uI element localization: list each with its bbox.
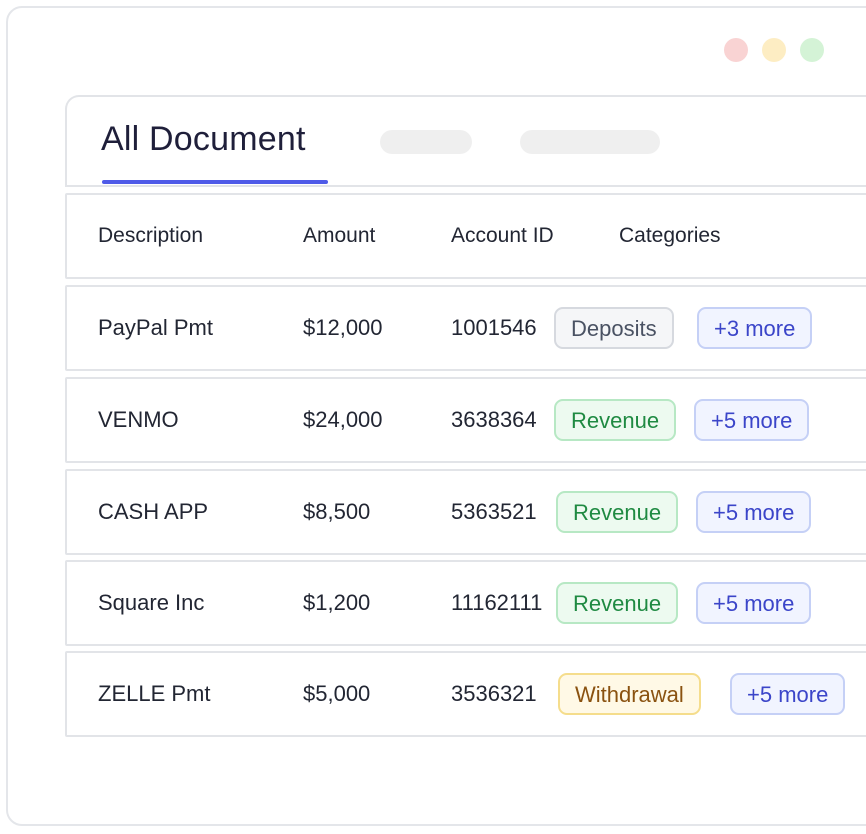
cell-description: Square Inc (98, 590, 205, 615)
more-categories-badge[interactable]: +3 more (697, 307, 813, 349)
cell-description: CASH APP (98, 499, 209, 524)
tab-all-document[interactable]: All Document (101, 120, 306, 158)
column-header-account-id[interactable]: Account ID (451, 224, 554, 247)
more-categories-badge[interactable]: +5 more (696, 491, 812, 533)
active-tab-indicator (102, 180, 328, 184)
cell-amount: $12,000 (303, 315, 383, 340)
table-row[interactable]: PayPal Pmt $12,000 1001546 Deposits +3 more (65, 285, 866, 371)
table-header-row: Description Amount Account ID Categories (65, 193, 866, 279)
table-row[interactable]: CASH APP $8,500 5363521 Revenue +5 more (65, 469, 866, 555)
cell-amount: $5,000 (303, 681, 371, 706)
more-categories-badge[interactable]: +5 more (730, 673, 846, 715)
category-badge[interactable]: Revenue (556, 491, 679, 533)
cell-account-id: 1001546 (451, 315, 537, 340)
cell-amount: $1,200 (303, 590, 371, 615)
table-row[interactable]: VENMO $24,000 3638364 Revenue +5 more (65, 377, 866, 463)
category-badge[interactable]: Withdrawal (558, 673, 701, 715)
column-header-amount[interactable]: Amount (303, 224, 376, 247)
more-categories-badge[interactable]: +5 more (694, 399, 810, 441)
table-row[interactable]: ZELLE Pmt $5,000 3536321 Withdrawal +5 more (65, 651, 866, 737)
cell-account-id: 3536321 (451, 681, 537, 706)
cell-amount: $8,500 (303, 499, 371, 524)
cell-amount: $24,000 (303, 407, 383, 432)
cell-description: PayPal Pmt (98, 315, 213, 340)
column-header-description[interactable]: Description (98, 224, 204, 247)
category-badge[interactable]: Revenue (554, 399, 677, 441)
table-row[interactable]: Square Inc $1,200 11162111 Revenue +5 more (65, 560, 866, 646)
tab-placeholder[interactable] (380, 130, 472, 154)
column-header-categories[interactable]: Categories (619, 224, 721, 247)
maximize-window-dot[interactable] (800, 38, 824, 62)
cell-description: VENMO (98, 407, 179, 432)
close-window-dot[interactable] (724, 38, 748, 62)
more-categories-badge[interactable]: +5 more (696, 582, 812, 624)
category-badge[interactable]: Revenue (556, 582, 679, 624)
category-badge[interactable]: Deposits (554, 307, 674, 349)
cell-account-id: 11162111 (451, 590, 543, 615)
divider (65, 185, 866, 187)
cell-account-id: 5363521 (451, 499, 537, 524)
tab-placeholder[interactable] (520, 130, 660, 154)
minimize-window-dot[interactable] (762, 38, 786, 62)
cell-description: ZELLE Pmt (98, 681, 211, 706)
cell-account-id: 3638364 (451, 407, 537, 432)
